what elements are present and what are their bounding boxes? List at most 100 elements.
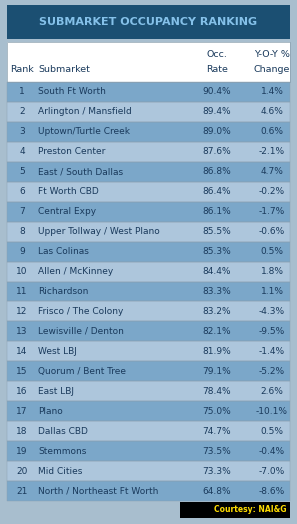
Text: 89.0%: 89.0% — [203, 127, 231, 136]
Bar — [7, 122, 290, 142]
Bar — [7, 261, 290, 281]
Bar — [7, 162, 290, 182]
Text: -5.2%: -5.2% — [259, 367, 285, 376]
Text: 4.6%: 4.6% — [260, 107, 283, 116]
Bar — [7, 481, 290, 501]
Text: Central Expy: Central Expy — [38, 207, 96, 216]
Text: Richardson: Richardson — [38, 287, 89, 296]
Text: Y-O-Y %: Y-O-Y % — [254, 50, 290, 59]
Bar — [7, 202, 290, 222]
Bar — [7, 301, 290, 321]
Bar — [7, 481, 290, 501]
Text: -1.7%: -1.7% — [259, 207, 285, 216]
Text: Las Colinas: Las Colinas — [38, 247, 89, 256]
Text: 9: 9 — [19, 247, 25, 256]
Text: 21: 21 — [16, 486, 28, 496]
Text: -7.0%: -7.0% — [259, 466, 285, 476]
Bar — [7, 42, 290, 82]
Bar — [180, 502, 290, 518]
Bar — [7, 401, 290, 421]
Bar — [7, 301, 290, 321]
Bar — [7, 341, 290, 362]
Text: 84.4%: 84.4% — [203, 267, 231, 276]
Text: Mid Cities: Mid Cities — [38, 466, 82, 476]
Bar — [7, 222, 290, 242]
Text: 3: 3 — [19, 127, 25, 136]
Text: Uptown/Turtle Creek: Uptown/Turtle Creek — [38, 127, 130, 136]
Text: 87.6%: 87.6% — [203, 147, 231, 156]
Text: 78.4%: 78.4% — [203, 387, 231, 396]
Text: 14: 14 — [16, 347, 28, 356]
Text: Frisco / The Colony: Frisco / The Colony — [38, 307, 123, 316]
Text: 4.7%: 4.7% — [260, 167, 283, 176]
Bar — [7, 182, 290, 202]
Bar — [7, 281, 290, 301]
Text: 8: 8 — [19, 227, 25, 236]
Bar — [7, 341, 290, 362]
Text: 79.1%: 79.1% — [203, 367, 231, 376]
Text: Quorum / Bent Tree: Quorum / Bent Tree — [38, 367, 126, 376]
Bar — [7, 362, 290, 381]
Text: 5: 5 — [19, 167, 25, 176]
Text: 7: 7 — [19, 207, 25, 216]
Text: 64.8%: 64.8% — [203, 486, 231, 496]
Text: -10.1%: -10.1% — [256, 407, 288, 416]
Text: 16: 16 — [16, 387, 28, 396]
Bar — [7, 142, 290, 162]
Text: North / Northeast Ft Worth: North / Northeast Ft Worth — [38, 486, 158, 496]
Text: -0.6%: -0.6% — [259, 227, 285, 236]
Text: 2: 2 — [19, 107, 25, 116]
Text: 1.8%: 1.8% — [260, 267, 284, 276]
Bar — [7, 242, 290, 261]
Text: -2.1%: -2.1% — [259, 147, 285, 156]
Bar — [7, 321, 290, 341]
Text: Dallas CBD: Dallas CBD — [38, 427, 88, 435]
Text: 13: 13 — [16, 327, 28, 336]
Text: Allen / McKinney: Allen / McKinney — [38, 267, 113, 276]
Text: 0.6%: 0.6% — [260, 127, 284, 136]
Bar — [7, 222, 290, 242]
Bar — [7, 102, 290, 122]
Text: 82.1%: 82.1% — [203, 327, 231, 336]
Text: 81.9%: 81.9% — [203, 347, 231, 356]
Text: -1.4%: -1.4% — [259, 347, 285, 356]
Text: 74.7%: 74.7% — [203, 427, 231, 435]
Bar — [7, 362, 290, 381]
Text: Rank: Rank — [10, 66, 34, 74]
Text: Occ.: Occ. — [206, 50, 228, 59]
Text: 10: 10 — [16, 267, 28, 276]
Text: 75.0%: 75.0% — [203, 407, 231, 416]
Text: 2.6%: 2.6% — [260, 387, 283, 396]
Text: SUBMARKET OCCUPANCY RANKING: SUBMARKET OCCUPANCY RANKING — [40, 17, 257, 27]
Bar — [7, 102, 290, 122]
Text: 86.8%: 86.8% — [203, 167, 231, 176]
Text: 15: 15 — [16, 367, 28, 376]
Text: 83.3%: 83.3% — [203, 287, 231, 296]
Bar — [7, 281, 290, 301]
Bar — [7, 441, 290, 461]
Text: East / South Dallas: East / South Dallas — [38, 167, 123, 176]
Text: Submarket: Submarket — [38, 66, 90, 74]
Text: 86.4%: 86.4% — [203, 187, 231, 196]
Text: 1: 1 — [19, 88, 25, 96]
Bar — [7, 261, 290, 281]
Bar — [7, 142, 290, 162]
Text: 83.2%: 83.2% — [203, 307, 231, 316]
Text: 89.4%: 89.4% — [203, 107, 231, 116]
Text: 19: 19 — [16, 446, 28, 456]
Text: Lewisville / Denton: Lewisville / Denton — [38, 327, 124, 336]
Text: 11: 11 — [16, 287, 28, 296]
Text: 1.1%: 1.1% — [260, 287, 284, 296]
Text: West LBJ: West LBJ — [38, 347, 77, 356]
Bar — [7, 461, 290, 481]
Bar — [7, 242, 290, 261]
Text: 4: 4 — [19, 147, 25, 156]
Text: Rate: Rate — [206, 64, 228, 74]
Text: Courtesy: NAI&G: Courtesy: NAI&G — [214, 506, 287, 515]
Text: -4.3%: -4.3% — [259, 307, 285, 316]
Bar — [7, 441, 290, 461]
Text: 0.5%: 0.5% — [260, 247, 284, 256]
Text: 86.1%: 86.1% — [203, 207, 231, 216]
Text: Stemmons: Stemmons — [38, 446, 86, 456]
Bar — [7, 5, 290, 39]
